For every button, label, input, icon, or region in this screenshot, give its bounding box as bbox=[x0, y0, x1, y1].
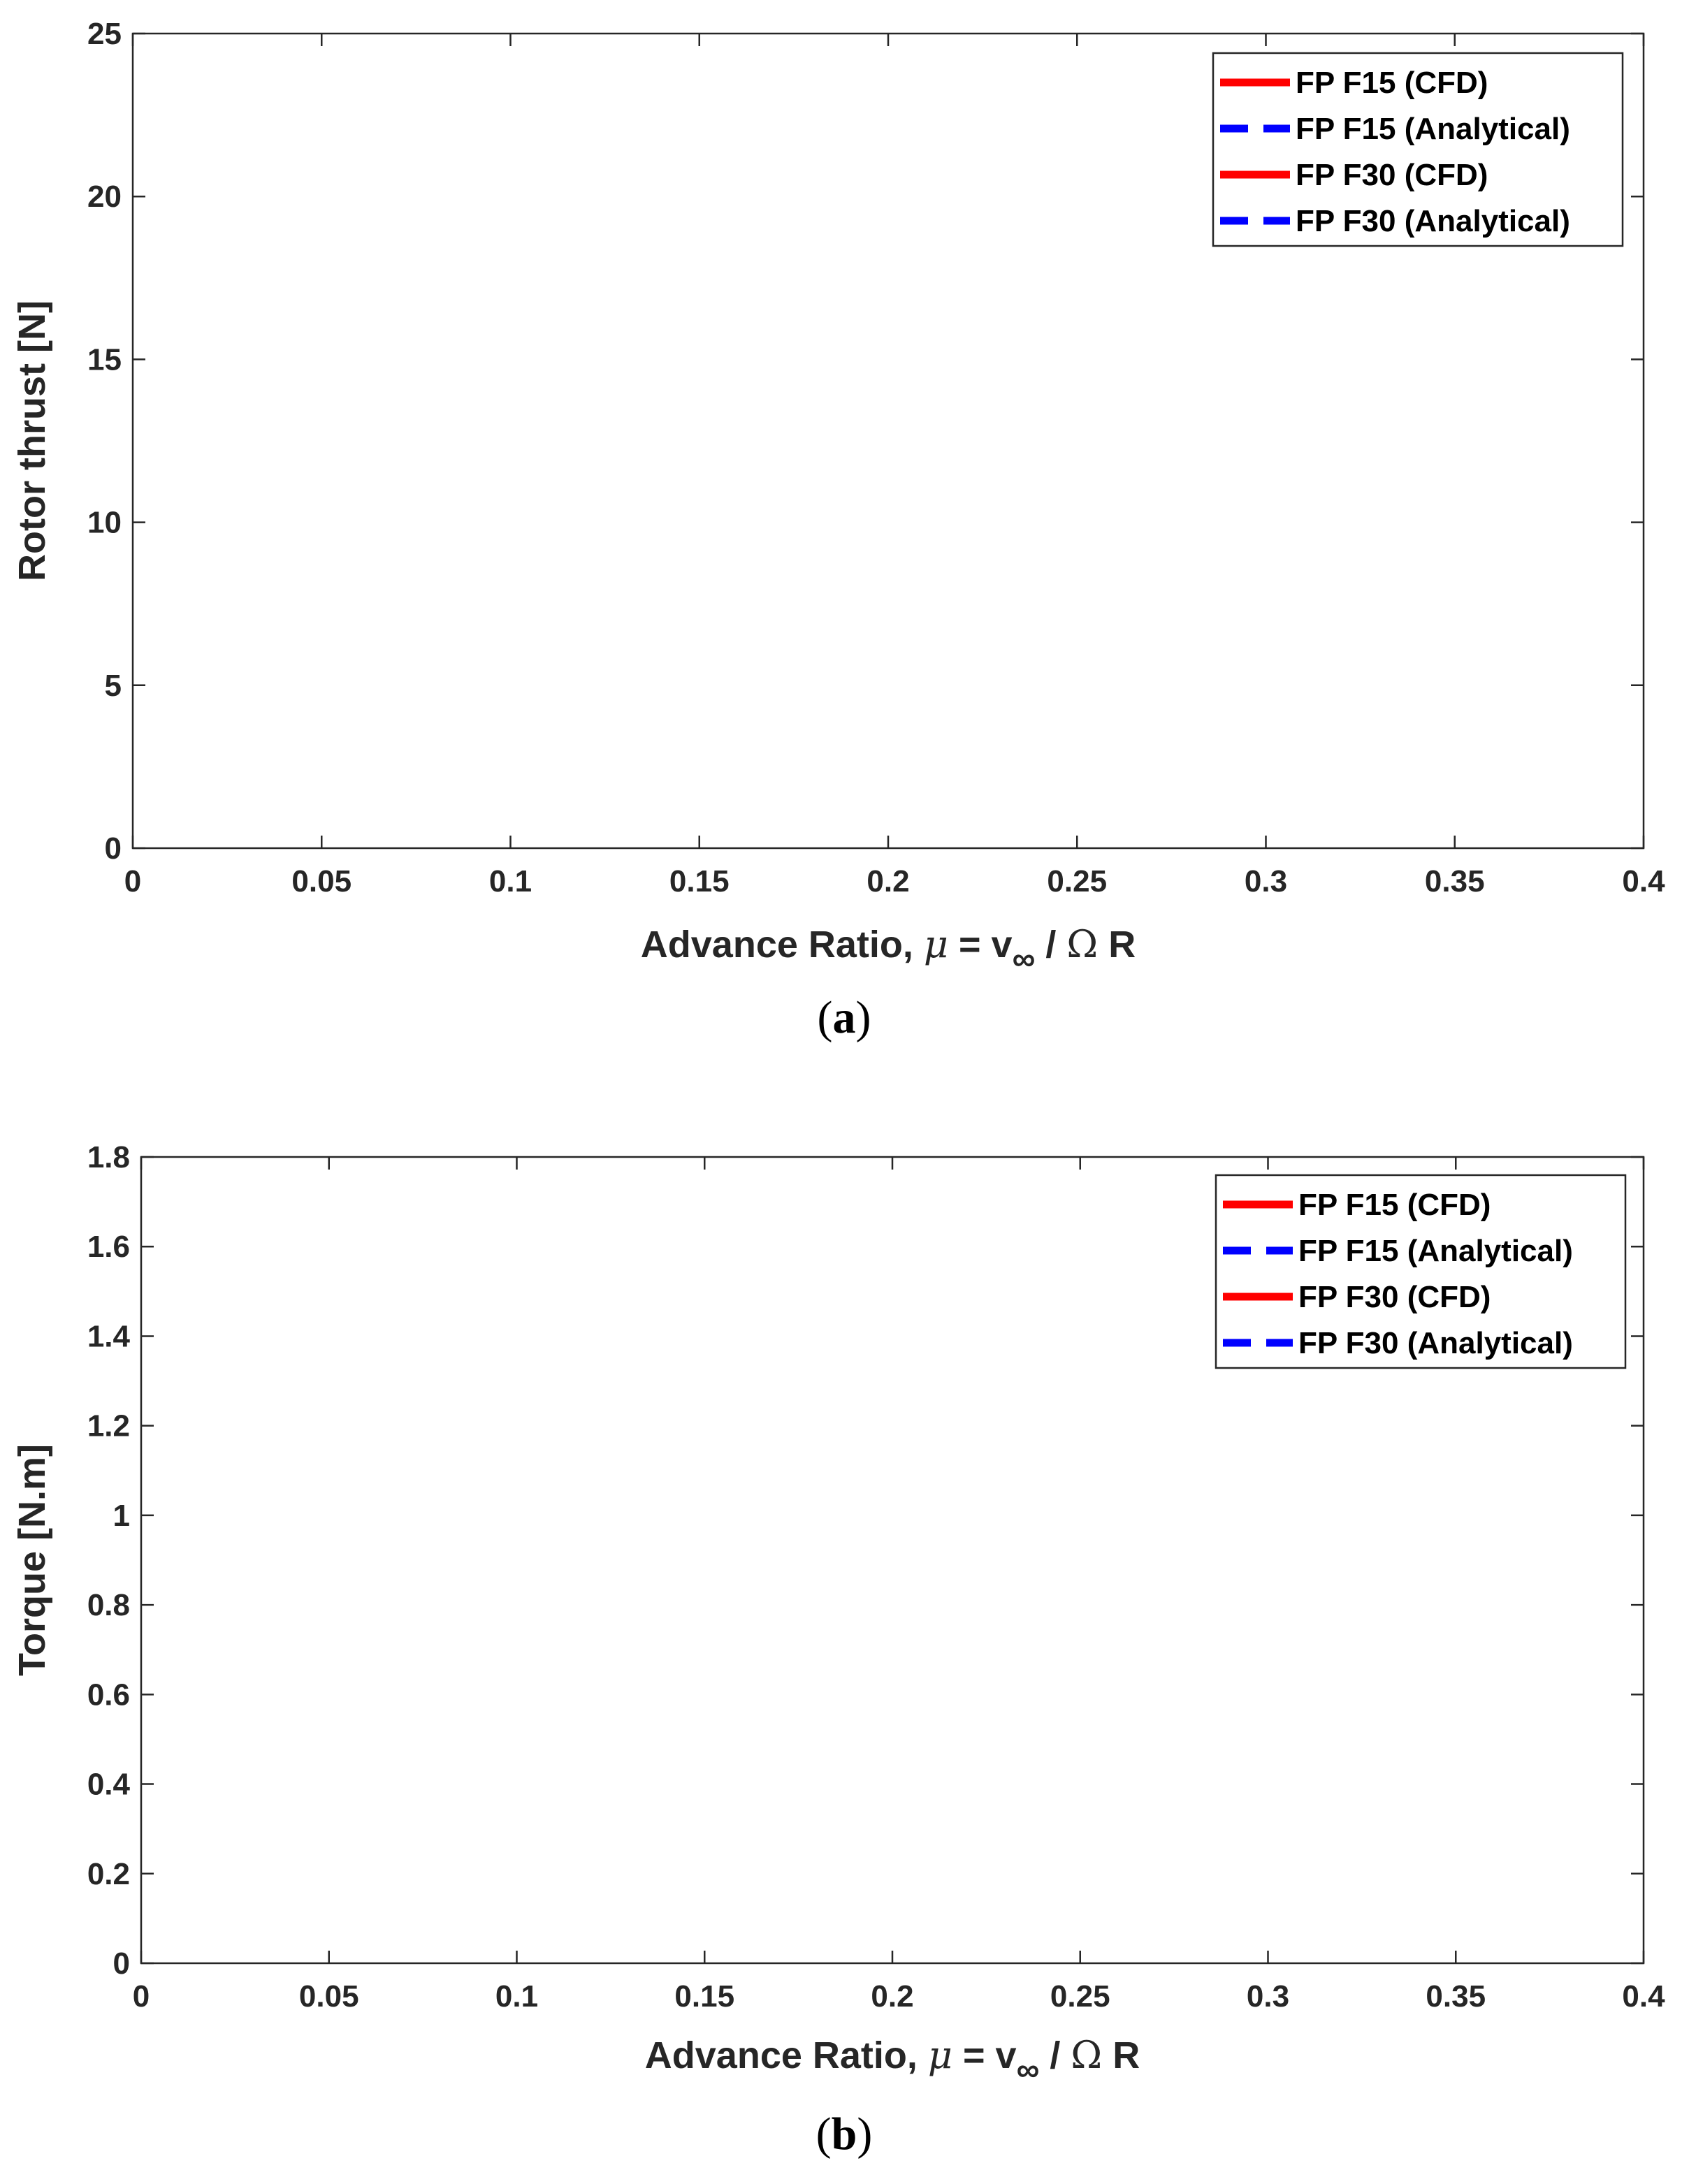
x-tick-label: 0 bbox=[124, 864, 141, 898]
legend: FP F15 (CFD) FP F15 (Analytical) FP F30 (C… bbox=[1215, 1174, 1627, 1369]
ticks: 0 0.05 0.1 0.15 0.2 0.25 0.3 0.35 0.4 0 0.2 0.4 0.6 0… bbox=[87, 1140, 1665, 2014]
x-tick-label: 0.25 bbox=[1050, 1979, 1110, 2014]
x-tick-label: 0.05 bbox=[291, 864, 351, 898]
y-tick-label: 10 bbox=[87, 506, 122, 540]
y-tick-label: 1.8 bbox=[87, 1140, 130, 1174]
y-tick-label: 5 bbox=[105, 669, 122, 703]
y-tick-label: 0 bbox=[105, 831, 122, 866]
legend-label: FP F30 (Analytical) bbox=[1298, 1326, 1573, 1360]
x-tick-label: 0.35 bbox=[1426, 1979, 1486, 2014]
x-tick-label: 0.05 bbox=[299, 1979, 359, 2014]
x-tick-label: 0 bbox=[133, 1979, 150, 2014]
y-tick-label: 15 bbox=[87, 342, 122, 377]
x-tick-label: 0.4 bbox=[1622, 1979, 1665, 2014]
y-tick-label: 0.2 bbox=[87, 1857, 130, 1891]
y-tick-label: 0 bbox=[113, 1946, 130, 1981]
panel-a-thrust-chart: 0 0.05 0.1 0.15 0.2 0.25 0.3 0.35 0.4 0 5 10 15 20 25 R… bbox=[11, 17, 1665, 1043]
panel-caption: (a) bbox=[818, 992, 871, 1043]
x-tick-label: 0.3 bbox=[1247, 1979, 1289, 2014]
ticks: 0 0.05 0.1 0.15 0.2 0.25 0.3 0.35 0.4 0 5 10 15 20 25 bbox=[87, 17, 1665, 898]
legend: FP F15 (CFD) FP F15 (Analytical) FP F30 (C… bbox=[1212, 52, 1624, 247]
legend-label: FP F30 (CFD) bbox=[1298, 1280, 1491, 1314]
legend-label: FP F15 (CFD) bbox=[1296, 66, 1488, 100]
legend-label: FP F15 (Analytical) bbox=[1298, 1234, 1573, 1268]
y-tick-label: 1.2 bbox=[87, 1409, 130, 1443]
panel-caption: (b) bbox=[816, 2109, 873, 2160]
y-axis-label: Torque [N.m] bbox=[11, 1444, 53, 1676]
y-tick-label: 0.8 bbox=[87, 1588, 130, 1622]
legend-label: FP F30 (Analytical) bbox=[1296, 204, 1570, 238]
x-tick-label: 0.15 bbox=[669, 864, 730, 898]
x-tick-label: 0.35 bbox=[1425, 864, 1485, 898]
x-axis-label: Advance Ratio, μ = v∞ / Ω R bbox=[645, 2033, 1140, 2088]
y-tick-label: 1.6 bbox=[87, 1230, 130, 1264]
y-tick-label: 0.4 bbox=[87, 1768, 131, 1802]
legend-label: FP F15 (Analytical) bbox=[1296, 112, 1570, 146]
x-tick-label: 0.2 bbox=[871, 1979, 913, 2014]
y-tick-label: 1.4 bbox=[87, 1319, 131, 1353]
panel-b-torque-chart: 0 0.05 0.1 0.15 0.2 0.25 0.3 0.35 0.4 0 0.2 0.4 0.6 0… bbox=[11, 1140, 1665, 2160]
x-tick-label: 0.25 bbox=[1047, 864, 1107, 898]
x-tick-label: 0.15 bbox=[674, 1979, 734, 2014]
x-tick-label: 0.1 bbox=[495, 1979, 538, 2014]
x-tick-label: 0.1 bbox=[489, 864, 532, 898]
x-tick-label: 0.4 bbox=[1622, 864, 1665, 898]
y-axis-label: Rotor thrust [N] bbox=[11, 300, 53, 581]
x-tick-label: 0.2 bbox=[867, 864, 909, 898]
x-axis-label: Advance Ratio, μ = v∞ / Ω R bbox=[641, 922, 1136, 977]
x-tick-label: 0.3 bbox=[1245, 864, 1287, 898]
legend-label: FP F15 (CFD) bbox=[1298, 1188, 1491, 1222]
y-tick-label: 0.6 bbox=[87, 1677, 130, 1712]
y-tick-label: 1 bbox=[113, 1499, 130, 1533]
y-tick-label: 20 bbox=[87, 180, 122, 214]
legend-label: FP F30 (CFD) bbox=[1296, 158, 1488, 192]
y-tick-label: 25 bbox=[87, 17, 122, 51]
